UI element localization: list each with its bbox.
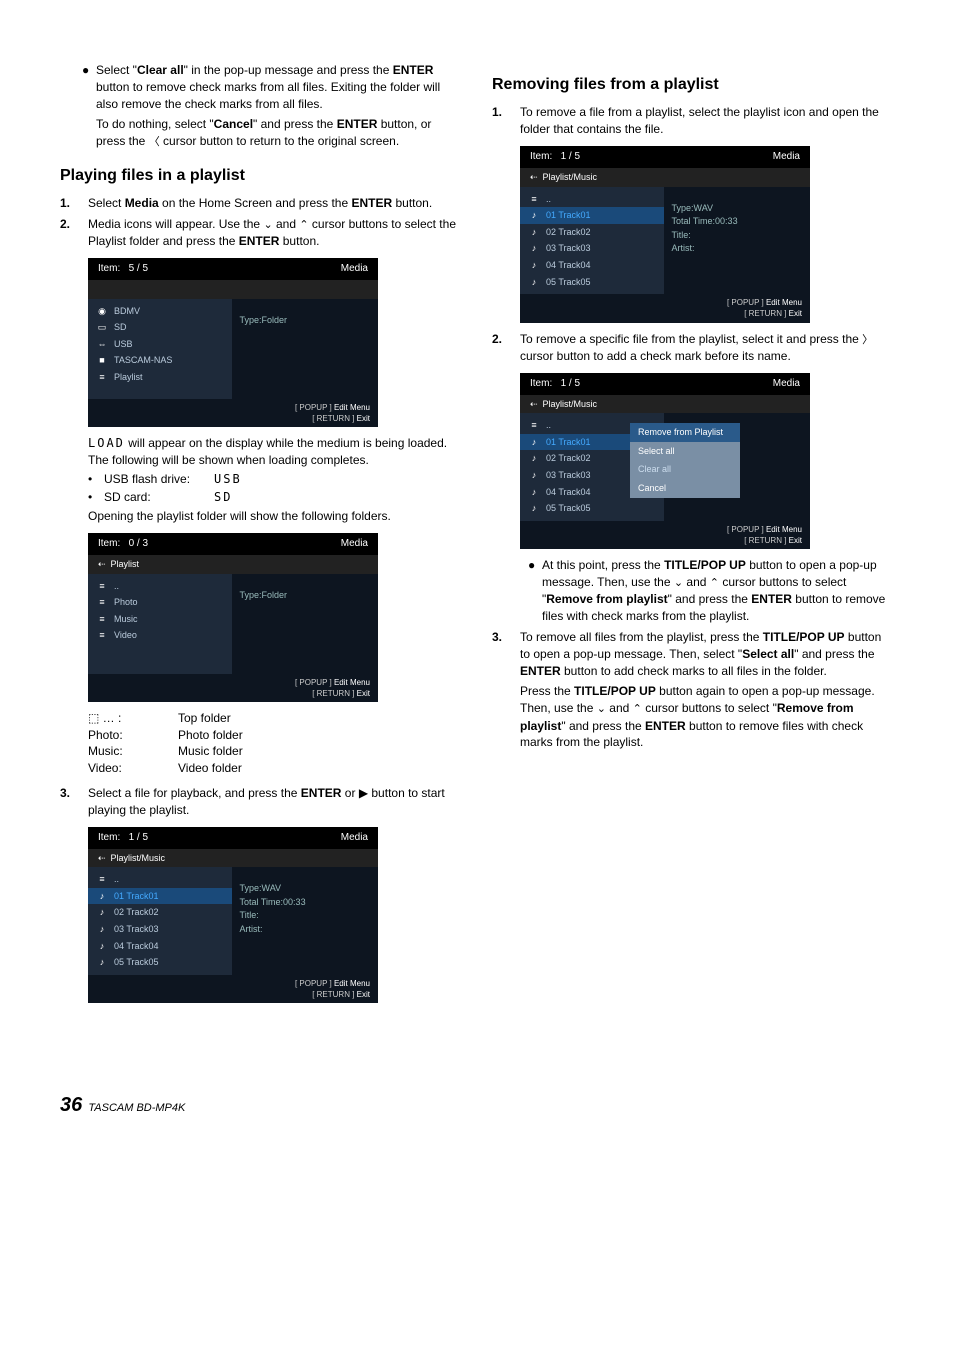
down-chevron-icon: ⌄ xyxy=(597,703,606,715)
down-chevron-icon: ⌄ xyxy=(263,219,272,231)
r-bullet: ● At this point, press the TITLE/POP UP … xyxy=(528,557,894,625)
folder-legend: ⬚ … :Top folderPhoto:Photo folderMusic:M… xyxy=(88,710,462,777)
r-step-3: 3. To remove all files from the playlist… xyxy=(492,629,894,751)
screenshot-remove-1: Item: 1 / 5Media ⇠ Playlist/Music ≡..♪01… xyxy=(520,146,810,323)
up-chevron-icon: ⌃ xyxy=(633,703,642,715)
right-column: Removing files from a playlist 1. To rem… xyxy=(492,60,894,1011)
heading-playing: Playing files in a playlist xyxy=(60,165,462,187)
screenshot-media-root: Item: 5 / 5Media ◉BDMV▭SD⇔USB■TASCAM-NAS… xyxy=(88,258,378,427)
r-step-2: 2. To remove a specific file from the pl… xyxy=(492,331,894,365)
screenshot-playlist-folders: Item: 0 / 3Media ⇠ Playlist ≡..≡Photo≡Mu… xyxy=(88,533,378,702)
step-1: 1. Select Media on the Home Screen and p… xyxy=(60,195,462,212)
step-3: 3. Select a file for playback, and press… xyxy=(60,785,462,819)
down-chevron-icon: ⌄ xyxy=(674,577,683,589)
up-chevron-icon: ⌃ xyxy=(299,219,308,231)
step-2: 2. Media icons will appear. Use the ⌄ an… xyxy=(60,216,462,250)
up-chevron-icon: ⌃ xyxy=(710,577,719,589)
heading-removing: Removing files from a playlist xyxy=(492,74,894,96)
load-note: LOAD will appear on the display while th… xyxy=(88,435,462,525)
bullet-text: Select "Clear all" in the pop-up message… xyxy=(96,62,462,151)
right-chevron-icon: 〉 xyxy=(862,334,873,346)
r-step-1: 1. To remove a file from a playlist, sel… xyxy=(492,104,894,138)
bullet: ● Select "Clear all" in the pop-up messa… xyxy=(82,62,462,151)
screenshot-playlist-music: Item: 1 / 5Media ⇠ Playlist/Music ≡..♪01… xyxy=(88,827,378,1004)
page-footer: 36 TASCAM BD-MP4K xyxy=(60,1091,894,1119)
play-icon: ▶ xyxy=(359,786,368,800)
left-column: ● Select "Clear all" in the pop-up messa… xyxy=(60,60,462,1011)
left-chevron-icon: 〈 xyxy=(149,136,160,148)
popup-menu: Remove from PlaylistSelect allClear allC… xyxy=(630,423,740,497)
bullet-dot: ● xyxy=(82,62,96,151)
screenshot-remove-2: Item: 1 / 5Media ⇠ Playlist/Music ≡..♪01… xyxy=(520,373,810,550)
